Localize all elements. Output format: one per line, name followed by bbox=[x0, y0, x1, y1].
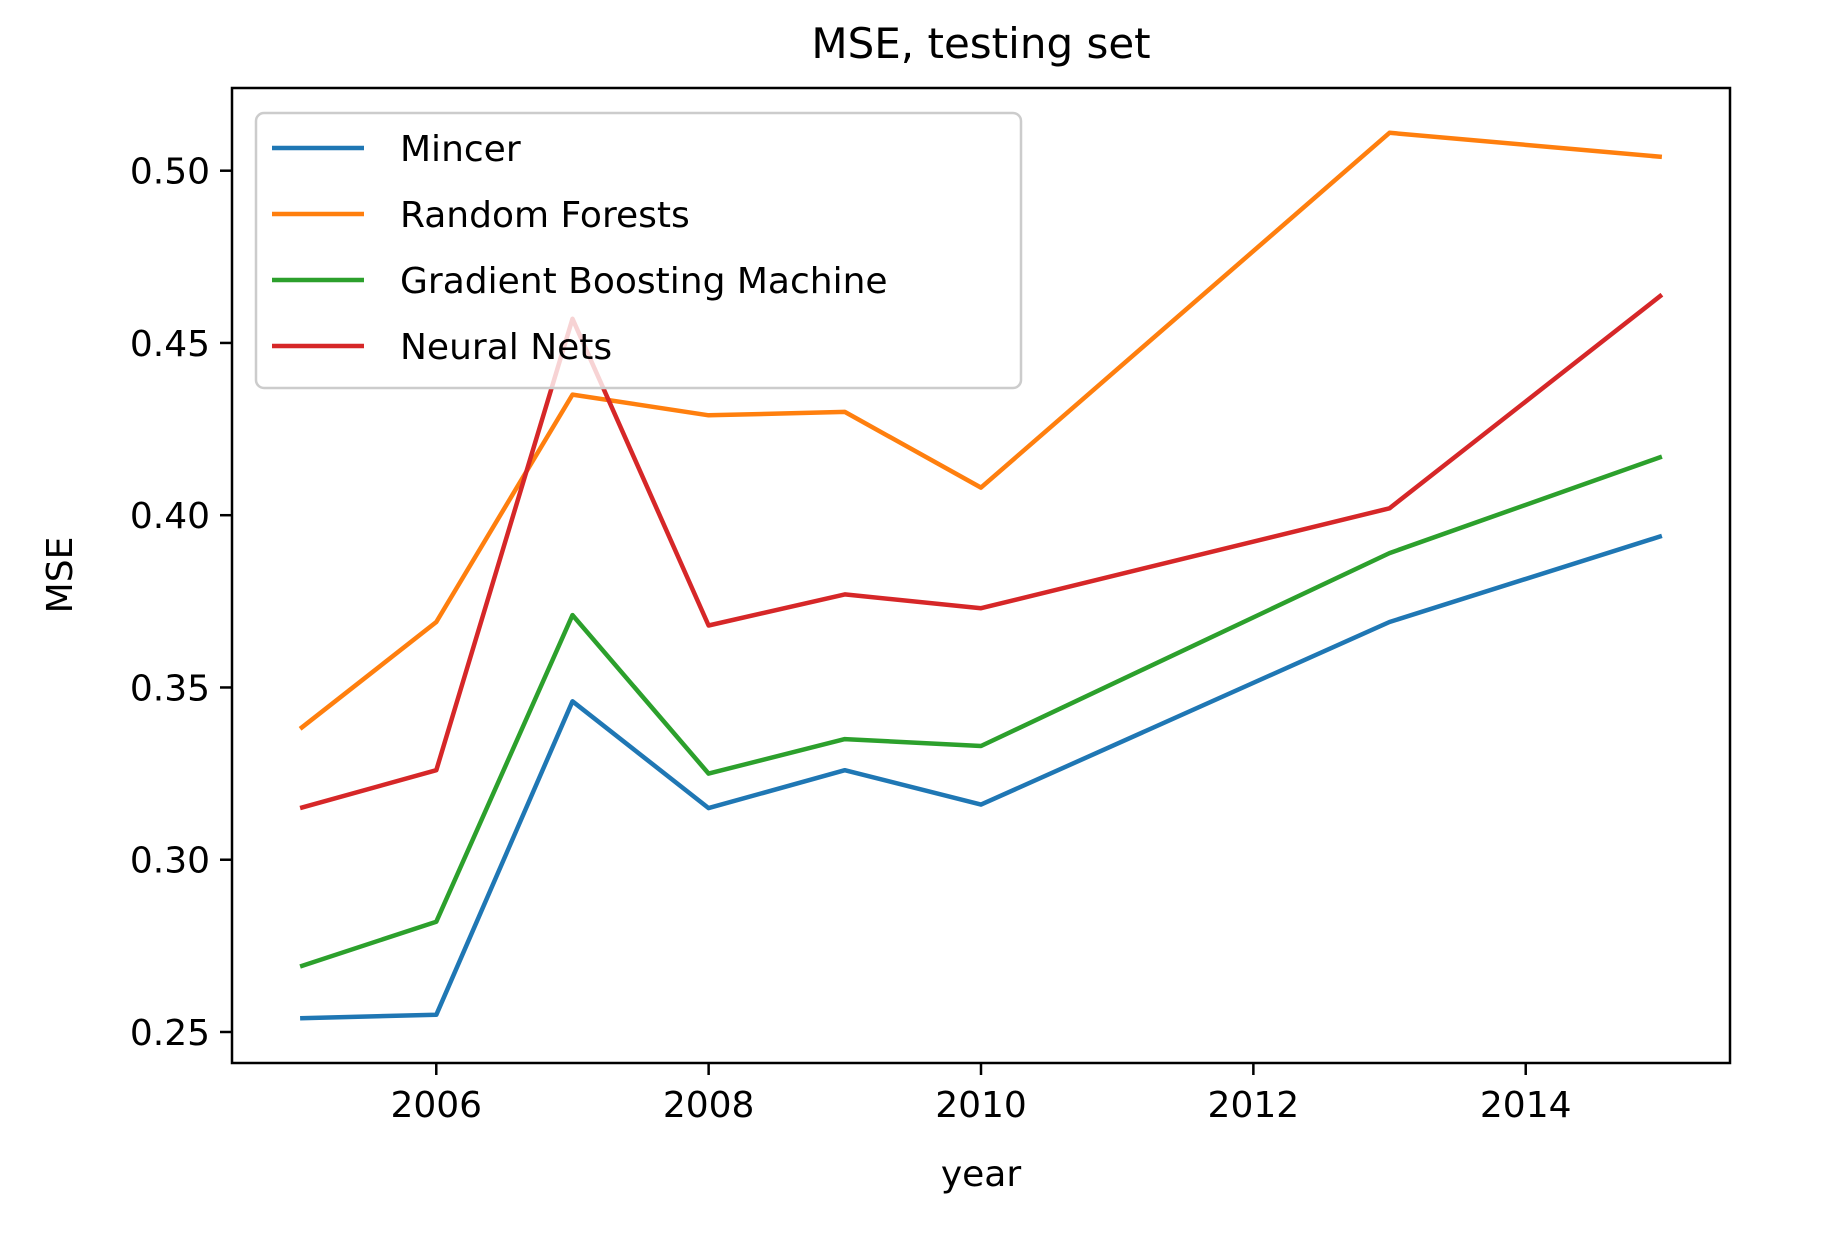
series-line-2 bbox=[299, 454, 1663, 969]
legend-label-0: Mincer bbox=[400, 129, 521, 170]
x-axis-ticks: 2006 2008 2010 2012 2014 bbox=[390, 1063, 1572, 1126]
legend-label-2: Gradient Boosting Machine bbox=[400, 261, 888, 302]
y-tick-label-5: 0.50 bbox=[130, 152, 210, 193]
x-axis-label: year bbox=[941, 1154, 1022, 1195]
legend: Mincer Random Forests Gradient Boosting Ma… bbox=[254, 111, 1023, 390]
series-line-1 bbox=[298, 130, 1663, 731]
series-line-0 bbox=[300, 533, 1663, 1021]
x-tick-label-2: 2010 bbox=[935, 1085, 1027, 1126]
legend-box bbox=[254, 111, 1023, 390]
y-tick-label-3: 0.40 bbox=[130, 496, 210, 537]
y-tick-label-1: 0.30 bbox=[130, 841, 210, 882]
series-line-3 bbox=[299, 292, 1664, 811]
legend-label-1: Random Forests bbox=[400, 195, 690, 236]
y-tick-label-4: 0.45 bbox=[130, 324, 210, 365]
y-axis-ticks: 0.25 0.30 0.35 0.40 0.45 0.50 bbox=[130, 152, 232, 1054]
chart-title: MSE, testing set bbox=[811, 19, 1150, 68]
plot-lines bbox=[298, 130, 1664, 1021]
y-tick-label-2: 0.35 bbox=[130, 668, 210, 709]
x-tick-label-3: 2012 bbox=[1208, 1085, 1300, 1126]
x-tick-label-4: 2014 bbox=[1480, 1085, 1572, 1126]
x-tick-label-1: 2008 bbox=[663, 1085, 755, 1126]
y-axis-label: MSE bbox=[40, 537, 81, 614]
x-tick-label-0: 2006 bbox=[390, 1085, 482, 1126]
legend-label-3: Neural Nets bbox=[400, 327, 612, 368]
y-tick-label-0: 0.25 bbox=[130, 1013, 210, 1054]
